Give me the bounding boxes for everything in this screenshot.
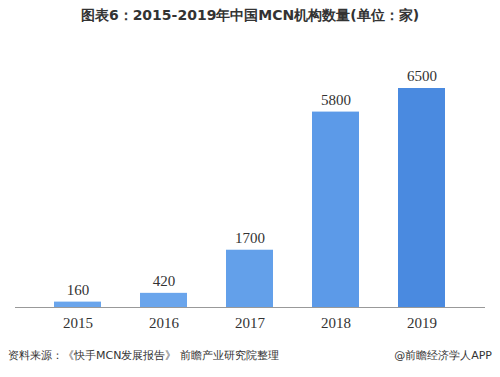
html-text:资料来源：《快手MCN发展报告》 前瞻产业研究院整理: 资料来源：《快手MCN发展报告》 前瞻产业研究院整理 bbox=[8, 349, 279, 362]
svg-text:5800: 5800 bbox=[321, 92, 351, 108]
svg-text:1700: 1700 bbox=[235, 230, 265, 246]
svg-text:160: 160 bbox=[67, 282, 90, 298]
html-text:图表6：2015-2019年中国MCN机构数量(单位：家): 图表6：2015-2019年中国MCN机构数量(单位：家) bbox=[80, 7, 420, 23]
svg-text:2016: 2016 bbox=[149, 315, 180, 331]
html-text:@前瞻经济学人APP: @前瞻经济学人APP bbox=[394, 349, 492, 362]
svg-text:2019: 2019 bbox=[407, 315, 437, 331]
svg-text:420: 420 bbox=[153, 273, 176, 289]
svg-text:2015: 2015 bbox=[63, 315, 93, 331]
svg-text:2017: 2017 bbox=[235, 315, 266, 331]
svg-text:6500: 6500 bbox=[407, 68, 437, 84]
svg-text:2018: 2018 bbox=[321, 315, 351, 331]
